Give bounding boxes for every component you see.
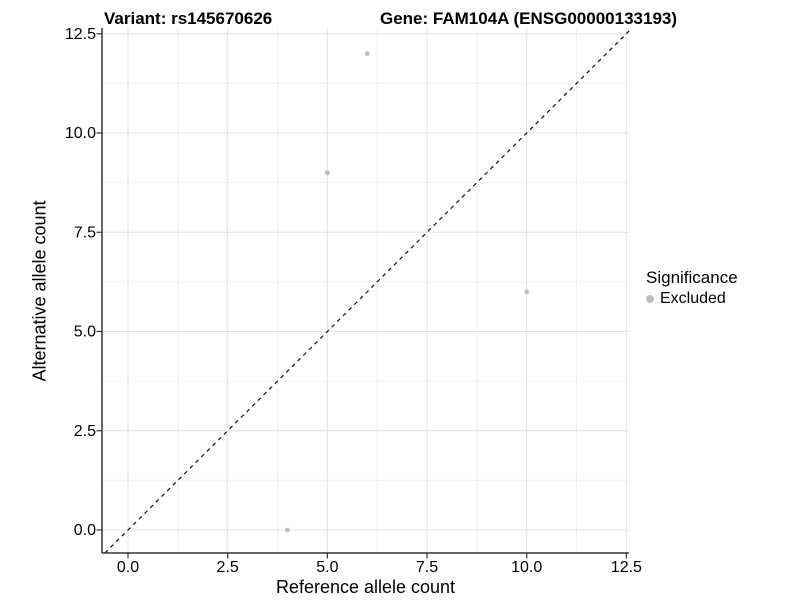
plot-title-gene: Gene: FAM104A (ENSG00000133193)	[380, 9, 678, 28]
legend-item-label: Excluded	[660, 290, 726, 307]
legend: Significance Excluded	[646, 268, 738, 308]
x-tick-label: 7.5	[416, 559, 438, 576]
y-tick-label: 10.0	[65, 125, 96, 142]
data-point	[324, 170, 330, 176]
excluded-point-icon	[646, 295, 654, 303]
legend-title: Significance	[646, 268, 738, 287]
x-tick-label: 10.0	[511, 559, 542, 576]
x-tick-label: 5.0	[316, 559, 338, 576]
data-point	[524, 289, 530, 295]
y-tick-label: 5.0	[74, 324, 96, 341]
x-tick-label: 12.5	[611, 559, 642, 576]
y-tick-label: 0.0	[74, 522, 96, 539]
y-tick-label: 7.5	[74, 224, 96, 241]
data-point	[285, 527, 290, 533]
data-point	[364, 51, 370, 56]
y-tick-label: 12.5	[65, 26, 96, 43]
x-tick-label: 0.0	[117, 559, 139, 576]
x-axis-title: Reference allele count	[275, 577, 456, 597]
plot-title-variant: Variant: rs145670626	[104, 9, 273, 28]
x-tick-label: 2.5	[217, 559, 239, 576]
identity-reference-line	[104, 30, 630, 554]
y-tick-label: 2.5	[74, 423, 96, 440]
y-axis-title: Alternative allele count	[29, 200, 50, 382]
legend-item-excluded: Excluded	[646, 290, 738, 308]
